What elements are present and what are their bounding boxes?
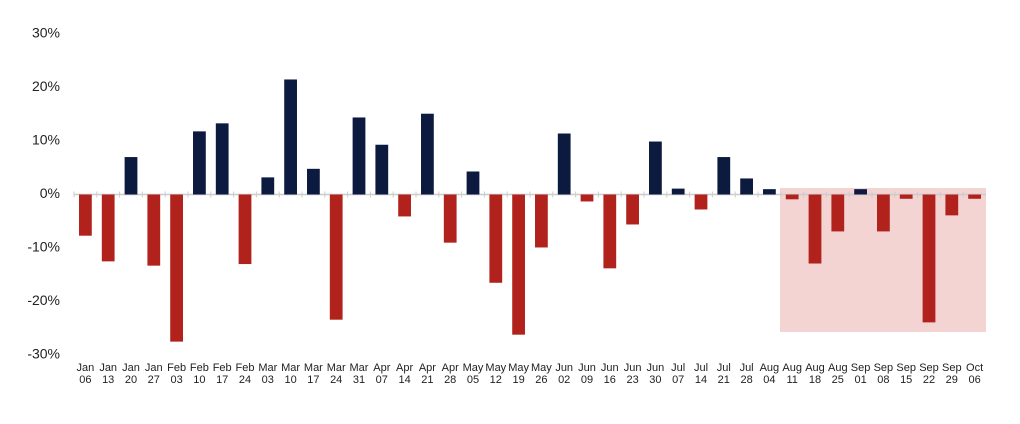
y-tick-label: 0% <box>40 185 60 201</box>
bar <box>808 194 822 264</box>
bar <box>489 194 503 283</box>
y-tick-label: -30% <box>27 346 60 362</box>
bar <box>307 168 320 195</box>
bar <box>945 194 959 216</box>
bar <box>101 194 115 262</box>
x-tick-label: May 19 <box>508 362 529 386</box>
x-tick-label: Jan 13 <box>99 362 118 386</box>
x-tick-label: Mar 17 <box>303 362 323 386</box>
x-tick-label: Sep 01 <box>850 362 871 386</box>
x-tick-label: Jan 06 <box>76 362 95 386</box>
bar <box>922 194 936 323</box>
bar <box>352 117 366 195</box>
bar <box>968 194 981 199</box>
x-tick-label: Jun 16 <box>600 362 619 386</box>
bar <box>899 194 913 199</box>
x-tick-label: Sep 29 <box>942 362 962 386</box>
x-tick-label: Mar 24 <box>326 362 346 386</box>
x-tick-label: Jul 14 <box>693 362 709 386</box>
x-tick-label: Jun 30 <box>646 362 665 386</box>
x-tick-label: Aug 11 <box>782 362 802 386</box>
bar <box>238 194 252 265</box>
x-tick-label: Aug 25 <box>828 362 848 386</box>
x-tick-label: Sep 22 <box>919 362 939 386</box>
bar <box>603 194 617 269</box>
x-tick-label: Sep 15 <box>896 362 916 386</box>
y-tick-label: 20% <box>32 78 60 94</box>
bar <box>785 194 799 200</box>
bar <box>671 188 685 195</box>
x-tick-label: Jul 28 <box>739 362 754 386</box>
x-tick-label: Feb 24 <box>235 362 255 386</box>
bar <box>215 123 229 195</box>
x-tick-label: Jun 02 <box>555 362 574 386</box>
bar <box>557 133 571 195</box>
bar <box>375 144 389 195</box>
x-tick-label: Jun 09 <box>578 362 596 386</box>
bar <box>763 189 776 195</box>
bar <box>421 113 434 195</box>
bar <box>717 157 731 195</box>
bar <box>512 194 525 335</box>
x-tick-label: Aug 18 <box>805 362 825 386</box>
bar <box>170 194 183 342</box>
x-tick-label: Jul 07 <box>671 362 686 386</box>
x-tick-label: Feb 10 <box>189 362 209 386</box>
x-tick-label: Apr 07 <box>373 362 391 386</box>
bar <box>694 194 708 210</box>
y-tick-label: -10% <box>27 239 60 255</box>
x-tick-label: Jun 23 <box>623 362 642 386</box>
bar <box>535 194 548 248</box>
x-tick-label: Jan 27 <box>144 362 163 386</box>
x-tick-label: Apr 21 <box>418 362 436 386</box>
x-tick-label: May 12 <box>485 362 507 386</box>
x-tick-label: May 05 <box>462 362 484 386</box>
bar <box>580 194 594 202</box>
bar <box>854 189 867 195</box>
x-tick-label: Mar 31 <box>349 362 369 386</box>
bar <box>831 194 845 232</box>
x-tick-label: Feb 03 <box>167 362 187 386</box>
bar <box>626 194 639 225</box>
x-tick-label: Oct 06 <box>966 362 984 386</box>
bar <box>443 194 457 243</box>
bar <box>79 194 92 236</box>
bar <box>466 171 480 195</box>
bar <box>649 141 662 195</box>
x-tick-label: May 26 <box>531 362 552 386</box>
bar <box>329 194 343 320</box>
x-tick-label: Apr 14 <box>396 362 414 386</box>
bar <box>740 178 753 195</box>
bar <box>284 79 297 195</box>
x-tick-label: Jan 20 <box>122 362 140 386</box>
bar <box>147 194 161 266</box>
bar <box>193 131 206 195</box>
y-tick-label: -20% <box>27 292 60 308</box>
x-tick-label: Feb 17 <box>212 362 232 386</box>
x-tick-label: Aug 04 <box>759 362 780 386</box>
bar <box>124 157 138 195</box>
x-tick-label: Mar 10 <box>281 362 301 386</box>
bar <box>398 194 411 217</box>
x-tick-label: Mar 03 <box>258 362 278 386</box>
bar <box>261 177 275 195</box>
y-tick-label: 10% <box>32 132 60 148</box>
x-tick-label: Apr 28 <box>441 362 459 386</box>
x-tick-label: Jul 21 <box>716 362 731 386</box>
bar <box>877 194 890 232</box>
y-tick-label: 30% <box>32 25 60 41</box>
x-tick-label: Sep 08 <box>873 362 894 386</box>
